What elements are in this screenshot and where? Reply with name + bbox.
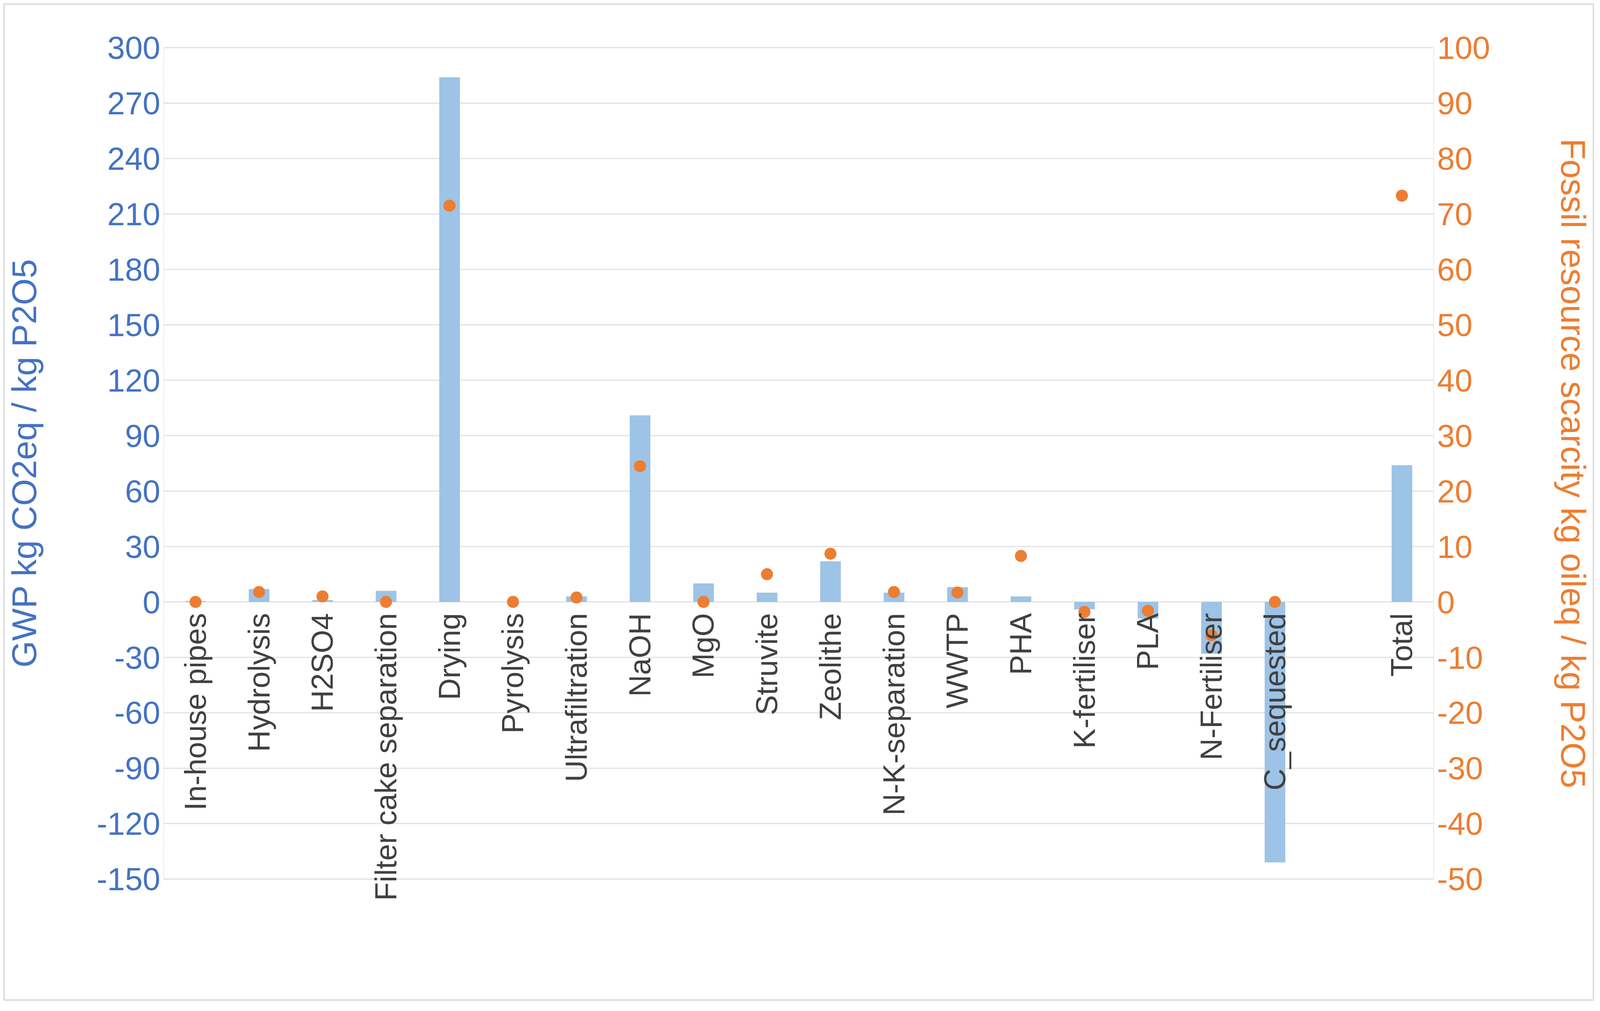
svg-text:0: 0 — [142, 584, 161, 621]
svg-text:300: 300 — [107, 30, 161, 66]
svg-text:60: 60 — [1437, 251, 1473, 288]
svg-text:N-K-separation: N-K-separation — [877, 613, 911, 816]
svg-text:40: 40 — [1437, 362, 1473, 399]
svg-text:Total: Total — [1385, 613, 1419, 677]
svg-text:270: 270 — [107, 85, 161, 122]
svg-text:100: 100 — [1437, 30, 1490, 66]
svg-text:150: 150 — [107, 307, 161, 344]
svg-text:90: 90 — [125, 418, 161, 454]
svg-text:Struvite: Struvite — [750, 613, 784, 715]
svg-text:MgO: MgO — [686, 613, 721, 679]
svg-text:90: 90 — [1437, 85, 1473, 122]
svg-text:C_sequested: C_sequested — [1258, 613, 1292, 791]
svg-text:20: 20 — [1437, 473, 1473, 510]
svg-text:N-Fertiliser: N-Fertiliser — [1194, 613, 1229, 761]
svg-text:210: 210 — [107, 196, 161, 233]
svg-text:-20: -20 — [1437, 695, 1484, 731]
svg-text:80: 80 — [1437, 140, 1473, 177]
svg-text:240: 240 — [107, 140, 161, 177]
svg-text:H2SO4: H2SO4 — [305, 613, 340, 712]
svg-text:-30: -30 — [1437, 750, 1484, 787]
svg-text:120: 120 — [107, 362, 161, 399]
svg-text:-120: -120 — [96, 806, 161, 842]
svg-text:Fossil resource scarcity kg oi: Fossil resource scarcity kg oileq / kg P… — [1554, 138, 1593, 789]
svg-text:Pyrolysis: Pyrolysis — [496, 613, 530, 734]
svg-text:GWP kg CO2eq / kg P2O5: GWP kg CO2eq / kg P2O5 — [5, 259, 44, 668]
svg-text:PLA: PLA — [1131, 613, 1165, 671]
svg-text:-150: -150 — [96, 861, 161, 898]
svg-text:WWTP: WWTP — [940, 613, 975, 709]
svg-text:Hydrolysis: Hydrolysis — [242, 613, 276, 752]
svg-text:10: 10 — [1437, 529, 1473, 565]
svg-text:Ultrafiltration: Ultrafiltration — [559, 613, 594, 782]
svg-text:-50: -50 — [1437, 861, 1484, 898]
svg-text:K-fertiliser: K-fertiliser — [1067, 613, 1102, 749]
svg-text:Filter cake separation: Filter cake separation — [369, 613, 403, 901]
svg-text:-90: -90 — [114, 750, 161, 787]
svg-text:-10: -10 — [1437, 640, 1484, 676]
svg-text:In-house pipes: In-house pipes — [178, 613, 213, 811]
svg-text:-40: -40 — [1437, 806, 1484, 842]
svg-text:-30: -30 — [114, 640, 161, 676]
svg-text:180: 180 — [107, 251, 161, 288]
svg-text:-60: -60 — [114, 695, 161, 731]
svg-text:Drying: Drying — [432, 613, 467, 700]
svg-text:Zeolithe: Zeolithe — [813, 613, 848, 721]
svg-text:50: 50 — [1437, 307, 1473, 344]
svg-text:0: 0 — [1437, 584, 1455, 621]
svg-text:PHA: PHA — [1004, 613, 1038, 675]
svg-text:70: 70 — [1437, 196, 1473, 233]
svg-text:30: 30 — [125, 529, 161, 565]
svg-text:60: 60 — [125, 473, 161, 510]
svg-text:NaOH: NaOH — [623, 613, 657, 697]
svg-text:30: 30 — [1437, 418, 1473, 454]
